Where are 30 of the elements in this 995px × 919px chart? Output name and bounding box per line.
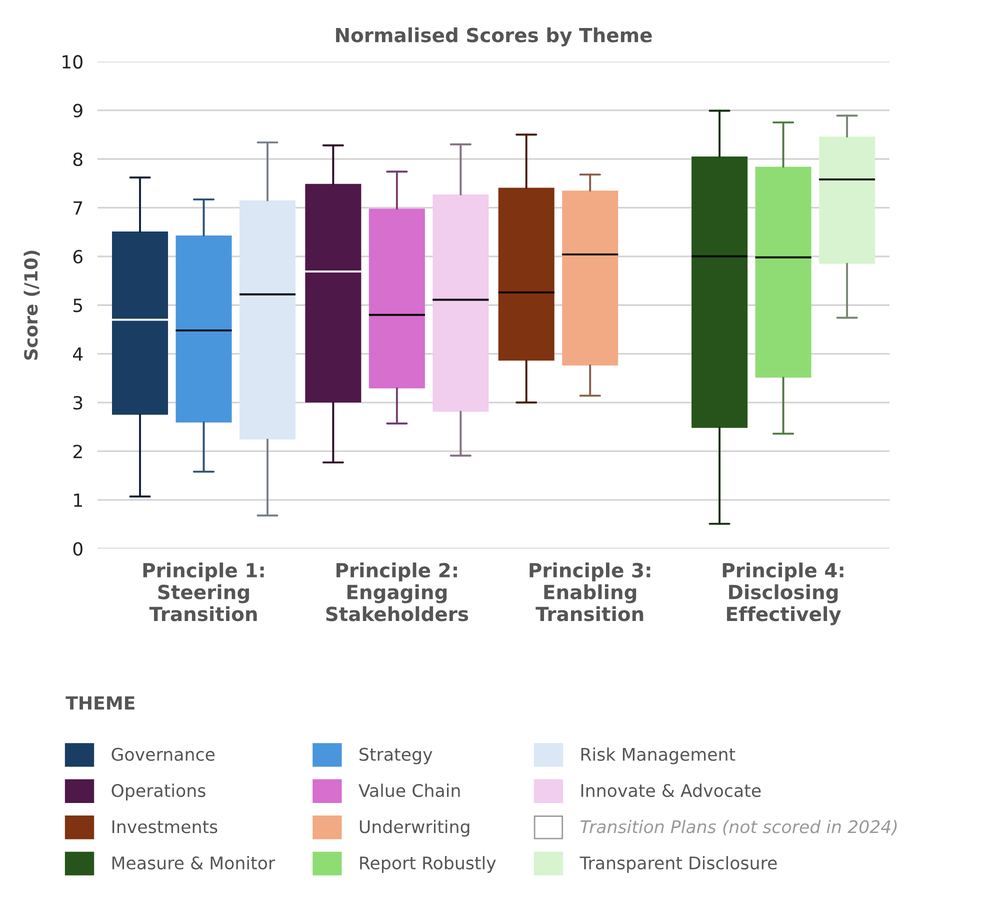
- legend-label: Transition Plans (not scored in 2024): [580, 820, 897, 836]
- y-tick-label: 0: [73, 542, 82, 556]
- legend-label: Innovate & Advocate: [581, 784, 761, 798]
- x-tick-label: Principle 1: Steering Transition: [143, 562, 264, 622]
- x-tick-label: Principle 2: Engaging Stakeholders: [326, 562, 468, 622]
- x-tick-label: Principle 3: Enabling Transition: [530, 562, 650, 622]
- legend-label: Strategy: [360, 748, 432, 764]
- y-tick-label: 4: [73, 348, 83, 361]
- y-tick-label: 8: [73, 152, 82, 166]
- y-tick-label: 3: [74, 396, 82, 410]
- legend-label: Investments: [112, 820, 218, 834]
- y-axis-title: Score (/10): [24, 250, 40, 360]
- legend-label: Underwriting: [360, 820, 470, 837]
- legend-label: Risk Management: [581, 747, 736, 764]
- y-tick-label: 7: [74, 201, 82, 215]
- chart-title: Normalised Scores by Theme: [336, 27, 652, 46]
- y-tick-label: 5: [74, 298, 82, 312]
- y-tick-label: 2: [73, 444, 82, 458]
- y-tick-label: 10: [62, 55, 82, 69]
- y-tick-label: 1: [74, 494, 82, 507]
- x-tick-label: Principle 4: Disclosing Effectively: [722, 562, 844, 626]
- legend-label: Governance: [112, 748, 215, 761]
- legend-label: Operations: [112, 784, 206, 800]
- legend-label: Measure & Monitor: [112, 856, 276, 870]
- legend-label: Transparent Disclosure: [580, 856, 777, 873]
- legend-label: Value Chain: [358, 784, 460, 798]
- y-tick-label: 6: [73, 250, 82, 264]
- legend-label: Report Robustly: [360, 856, 496, 873]
- legend-title: THEME: [66, 696, 134, 710]
- y-tick-label: 9: [73, 104, 82, 118]
